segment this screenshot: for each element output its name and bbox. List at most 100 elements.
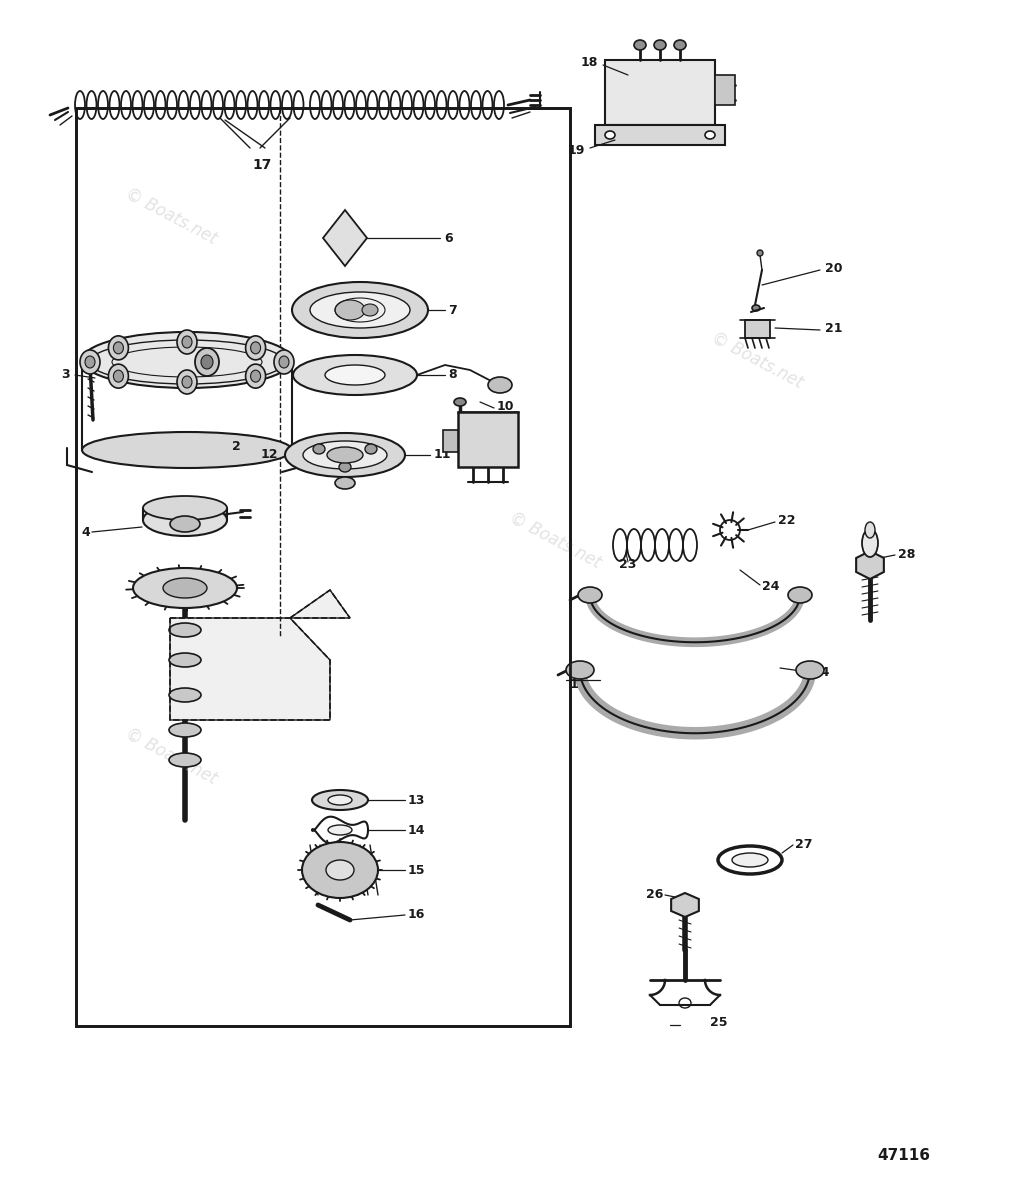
Ellipse shape bbox=[732, 853, 768, 866]
Ellipse shape bbox=[566, 661, 594, 679]
Ellipse shape bbox=[285, 433, 405, 476]
Ellipse shape bbox=[674, 40, 686, 50]
Ellipse shape bbox=[339, 462, 351, 472]
Text: 14: 14 bbox=[408, 823, 426, 836]
Ellipse shape bbox=[365, 444, 377, 454]
Ellipse shape bbox=[80, 350, 100, 374]
Text: 10: 10 bbox=[497, 401, 515, 414]
Ellipse shape bbox=[327, 446, 363, 463]
Ellipse shape bbox=[293, 355, 417, 395]
Polygon shape bbox=[323, 210, 367, 266]
Text: 17: 17 bbox=[252, 158, 271, 172]
Ellipse shape bbox=[292, 282, 428, 338]
Text: 15: 15 bbox=[408, 864, 426, 876]
Polygon shape bbox=[857, 551, 884, 578]
Text: 9: 9 bbox=[493, 428, 501, 442]
Text: 25: 25 bbox=[710, 1016, 727, 1030]
Ellipse shape bbox=[865, 522, 875, 538]
Ellipse shape bbox=[169, 653, 201, 667]
Text: 1: 1 bbox=[570, 678, 579, 691]
Text: 12: 12 bbox=[260, 449, 278, 462]
Ellipse shape bbox=[201, 355, 213, 370]
Text: 7: 7 bbox=[448, 304, 457, 317]
Ellipse shape bbox=[85, 356, 95, 368]
Ellipse shape bbox=[862, 529, 878, 557]
Ellipse shape bbox=[82, 332, 292, 388]
Text: 24: 24 bbox=[762, 580, 780, 593]
Ellipse shape bbox=[310, 292, 410, 328]
Ellipse shape bbox=[788, 587, 812, 602]
Ellipse shape bbox=[133, 568, 237, 608]
Ellipse shape bbox=[108, 364, 128, 388]
Ellipse shape bbox=[634, 40, 646, 50]
Polygon shape bbox=[170, 618, 330, 720]
Ellipse shape bbox=[752, 305, 760, 311]
Ellipse shape bbox=[488, 377, 512, 392]
Ellipse shape bbox=[654, 40, 666, 50]
Text: 23: 23 bbox=[620, 558, 637, 571]
Text: 21: 21 bbox=[825, 323, 843, 336]
Ellipse shape bbox=[113, 370, 123, 382]
Ellipse shape bbox=[335, 300, 365, 320]
Text: © Boats.net: © Boats.net bbox=[123, 185, 220, 247]
Ellipse shape bbox=[328, 826, 352, 835]
Text: 27: 27 bbox=[795, 838, 812, 851]
Ellipse shape bbox=[170, 516, 200, 532]
Bar bbox=[745, 320, 770, 338]
Ellipse shape bbox=[195, 348, 219, 376]
Text: 11: 11 bbox=[434, 449, 451, 462]
Ellipse shape bbox=[113, 342, 123, 354]
Text: © Boats.net: © Boats.net bbox=[123, 725, 220, 787]
Ellipse shape bbox=[163, 578, 207, 598]
Ellipse shape bbox=[182, 376, 192, 388]
Ellipse shape bbox=[328, 794, 352, 805]
Ellipse shape bbox=[605, 131, 615, 139]
Ellipse shape bbox=[169, 623, 201, 637]
Ellipse shape bbox=[250, 342, 260, 354]
Ellipse shape bbox=[143, 496, 227, 520]
Text: 28: 28 bbox=[898, 547, 915, 560]
Ellipse shape bbox=[454, 398, 466, 406]
Ellipse shape bbox=[335, 476, 355, 490]
Bar bbox=[76, 108, 570, 1026]
Ellipse shape bbox=[326, 860, 354, 880]
Text: 3: 3 bbox=[62, 367, 70, 380]
Bar bbox=[458, 412, 518, 467]
Ellipse shape bbox=[312, 790, 368, 810]
Text: 16: 16 bbox=[408, 907, 426, 920]
Bar bbox=[605, 60, 715, 125]
Ellipse shape bbox=[143, 504, 227, 536]
Bar bbox=[715, 74, 735, 104]
Ellipse shape bbox=[313, 444, 325, 454]
Ellipse shape bbox=[250, 370, 260, 382]
Ellipse shape bbox=[245, 364, 265, 388]
Ellipse shape bbox=[757, 250, 763, 256]
Ellipse shape bbox=[169, 722, 201, 737]
Text: 6: 6 bbox=[444, 232, 453, 245]
Ellipse shape bbox=[182, 336, 192, 348]
Ellipse shape bbox=[279, 356, 289, 368]
Text: 22: 22 bbox=[778, 515, 795, 528]
Text: 18: 18 bbox=[580, 55, 598, 68]
Text: © Boats.net: © Boats.net bbox=[708, 329, 805, 391]
Bar bbox=[595, 125, 725, 145]
Text: 20: 20 bbox=[825, 262, 843, 275]
Text: 4: 4 bbox=[82, 526, 90, 539]
Text: 2: 2 bbox=[232, 439, 241, 452]
Ellipse shape bbox=[177, 330, 197, 354]
Ellipse shape bbox=[177, 370, 197, 394]
Text: 47116: 47116 bbox=[877, 1147, 930, 1163]
Bar bbox=[443, 430, 458, 452]
Ellipse shape bbox=[362, 304, 378, 316]
Ellipse shape bbox=[325, 365, 385, 385]
Text: 13: 13 bbox=[408, 793, 426, 806]
Text: 26: 26 bbox=[646, 888, 663, 900]
Ellipse shape bbox=[796, 661, 824, 679]
Ellipse shape bbox=[578, 587, 602, 602]
Ellipse shape bbox=[108, 336, 128, 360]
Ellipse shape bbox=[245, 336, 265, 360]
Text: 24: 24 bbox=[812, 666, 829, 678]
Text: 19: 19 bbox=[568, 144, 585, 156]
Ellipse shape bbox=[169, 688, 201, 702]
Ellipse shape bbox=[274, 350, 294, 374]
